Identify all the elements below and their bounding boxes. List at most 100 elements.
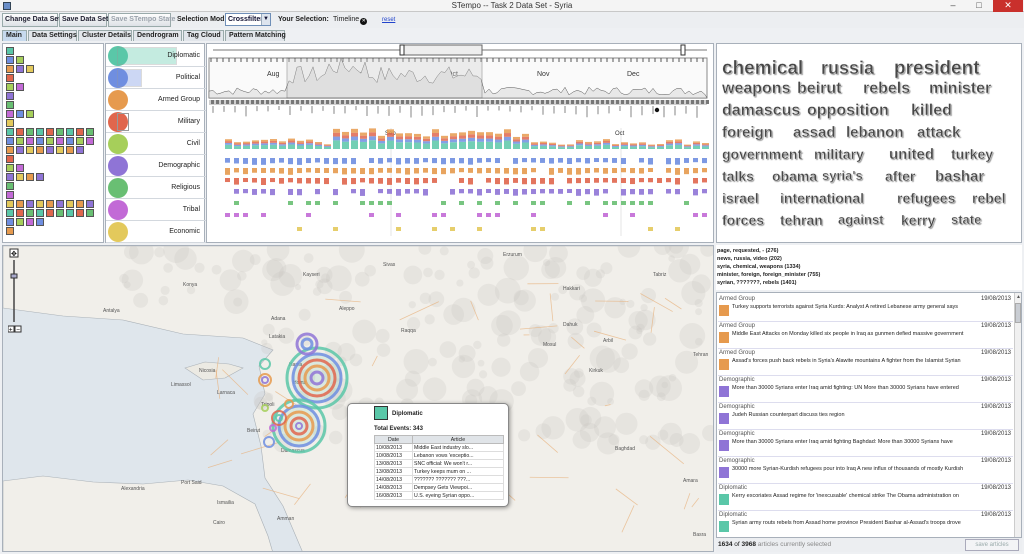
- word-cloud-term[interactable]: syria's: [822, 168, 863, 183]
- cluster-cell[interactable]: [16, 146, 24, 154]
- diplomatic-popup[interactable]: Diplomatic Total Events: 343 Date Articl…: [347, 403, 509, 507]
- cluster-cell[interactable]: [6, 191, 14, 199]
- tab-data-settings[interactable]: Data Settings: [28, 30, 77, 41]
- cluster-cell[interactable]: [86, 128, 94, 136]
- map-zoom-control[interactable]: ✥ + −: [7, 248, 22, 338]
- save-data-set-button[interactable]: Save Data Set: [59, 13, 108, 27]
- change-data-set-button[interactable]: Change Data Set: [2, 13, 61, 27]
- range-handle-left[interactable]: [399, 44, 405, 56]
- save-articles-button[interactable]: save articles: [965, 539, 1019, 551]
- cluster-cell[interactable]: [56, 146, 64, 154]
- cluster-cell[interactable]: [36, 200, 44, 208]
- word-cloud-term[interactable]: military: [814, 146, 864, 162]
- remove-selection-icon[interactable]: ✕: [360, 18, 368, 25]
- cluster-cell[interactable]: [6, 74, 14, 82]
- word-cloud-term[interactable]: rebel: [972, 190, 1006, 206]
- tab-dendrogram[interactable]: Dendrogram: [133, 30, 182, 41]
- category-row[interactable]: Religious: [106, 177, 206, 199]
- cluster-cell[interactable]: [66, 128, 74, 136]
- cluster-cell[interactable]: [56, 209, 64, 217]
- word-cloud-term[interactable]: chemical: [722, 58, 804, 79]
- word-cloud-term[interactable]: weapons: [722, 80, 791, 97]
- article-list-item[interactable]: Armed Group 19/08/2013 Assad's forces push…: [718, 349, 1013, 376]
- word-cloud-term[interactable]: assad: [793, 124, 836, 141]
- word-cloud-term[interactable]: after: [885, 168, 916, 184]
- article-list-item[interactable]: Demographic 19/08/2013 More than 30000 Syr…: [718, 376, 1013, 403]
- cluster-cell[interactable]: [16, 128, 24, 136]
- cluster-cell[interactable]: [6, 155, 14, 163]
- zoom-slider-handle[interactable]: [10, 273, 18, 279]
- cluster-summary-line[interactable]: news, russia, video (202): [717, 256, 782, 262]
- popup-article-row[interactable]: 10/08/2013 Middle East industry slo...: [374, 443, 504, 452]
- column-header-date[interactable]: Date: [374, 435, 413, 444]
- cluster-cell[interactable]: [6, 56, 14, 64]
- category-row[interactable]: Armed Group: [106, 89, 206, 111]
- word-cloud-term[interactable]: opposition: [807, 102, 889, 119]
- category-row[interactable]: Diplomatic: [106, 45, 206, 67]
- cluster-cell[interactable]: [6, 146, 14, 154]
- cluster-cell[interactable]: [66, 137, 74, 145]
- word-cloud-term[interactable]: refugees: [897, 190, 956, 206]
- cluster-cell[interactable]: [6, 137, 14, 145]
- cluster-summary-line[interactable]: minister, foreign, foreign_minister (755…: [717, 272, 821, 278]
- cluster-cell[interactable]: [6, 200, 14, 208]
- reset-link[interactable]: reset: [382, 17, 396, 23]
- cluster-cell[interactable]: [36, 137, 44, 145]
- word-cloud-term[interactable]: minister: [929, 80, 992, 97]
- cluster-cell[interactable]: [36, 128, 44, 136]
- article-list-scrollbar[interactable]: ▲: [1014, 293, 1021, 537]
- category-row[interactable]: Economic: [106, 221, 206, 243]
- cluster-cell[interactable]: [36, 209, 44, 217]
- word-cloud-term[interactable]: president: [894, 58, 980, 79]
- word-cloud-term[interactable]: foreign: [722, 124, 773, 141]
- cluster-cell[interactable]: [76, 128, 84, 136]
- article-list-item[interactable]: Demographic 19/08/2013 30000 more Syrian-K…: [718, 457, 1013, 484]
- cluster-cell[interactable]: [26, 200, 34, 208]
- word-cloud-term[interactable]: killed: [911, 102, 952, 119]
- cluster-cell[interactable]: [6, 101, 14, 109]
- cluster-cell[interactable]: [16, 218, 24, 226]
- category-row[interactable]: Tribal: [106, 199, 206, 221]
- map-canvas[interactable]: AdanaLatakiaHamaHomsTripoliBeirutDamascu…: [3, 246, 714, 552]
- word-cloud-term[interactable]: tehran: [780, 212, 823, 228]
- article-list-item[interactable]: Demographic 19/08/2013 More than 30000 Syr…: [718, 430, 1013, 457]
- cluster-cell[interactable]: [16, 209, 24, 217]
- cluster-cell[interactable]: [36, 146, 44, 154]
- zoom-out-icon[interactable]: [14, 325, 22, 333]
- word-cloud-term[interactable]: forces: [722, 212, 765, 228]
- cluster-cell[interactable]: [46, 128, 54, 136]
- cluster-cell[interactable]: [6, 173, 14, 181]
- article-list-item[interactable]: Armed Group 19/08/2013 Turkey supports ter…: [718, 295, 1013, 322]
- popup-article-row[interactable]: 14/08/2013 Dempsey Gets Viewpoi...: [374, 483, 504, 492]
- cluster-cell[interactable]: [6, 119, 14, 127]
- maximize-button[interactable]: □: [976, 0, 982, 10]
- save-stempo-state-button[interactable]: Save STempo State: [108, 13, 175, 27]
- cluster-cell[interactable]: [6, 218, 14, 226]
- cluster-cell[interactable]: [76, 209, 84, 217]
- cluster-summary-line[interactable]: syrian, ???????, rebels (1401): [717, 280, 797, 286]
- word-cloud-term[interactable]: against: [838, 212, 884, 227]
- cluster-cell[interactable]: [56, 137, 64, 145]
- cluster-cell[interactable]: [16, 173, 24, 181]
- cluster-list-panel[interactable]: [2, 43, 104, 243]
- timeline-panel[interactable]: AugSepOctNovDecSepOct: [206, 43, 714, 243]
- cluster-cell[interactable]: [6, 182, 14, 190]
- cluster-cell[interactable]: [26, 128, 34, 136]
- cluster-cell[interactable]: [76, 137, 84, 145]
- cluster-cell[interactable]: [6, 164, 14, 172]
- tab-tag-cloud[interactable]: Tag Cloud: [183, 30, 224, 41]
- cluster-summary-line[interactable]: syria, chemical, weapons (1334): [717, 264, 801, 270]
- popup-article-table[interactable]: Date Article 10/08/2013 Middle East indus…: [374, 435, 504, 500]
- cluster-cell[interactable]: [26, 65, 34, 73]
- scroll-up-icon[interactable]: ▲: [1016, 294, 1021, 300]
- word-cloud-term[interactable]: russia: [821, 58, 875, 78]
- close-button[interactable]: ✕: [993, 0, 1023, 12]
- word-cloud-term[interactable]: lebanon: [846, 124, 904, 141]
- word-cloud-term[interactable]: government: [722, 146, 803, 162]
- cluster-cell[interactable]: [76, 146, 84, 154]
- cluster-cell[interactable]: [6, 110, 14, 118]
- tab-main[interactable]: Main: [2, 30, 27, 41]
- zoom-in-icon[interactable]: [7, 325, 15, 333]
- tab-cluster-details[interactable]: Cluster Details: [78, 30, 132, 41]
- word-cloud-term[interactable]: israel: [722, 190, 759, 206]
